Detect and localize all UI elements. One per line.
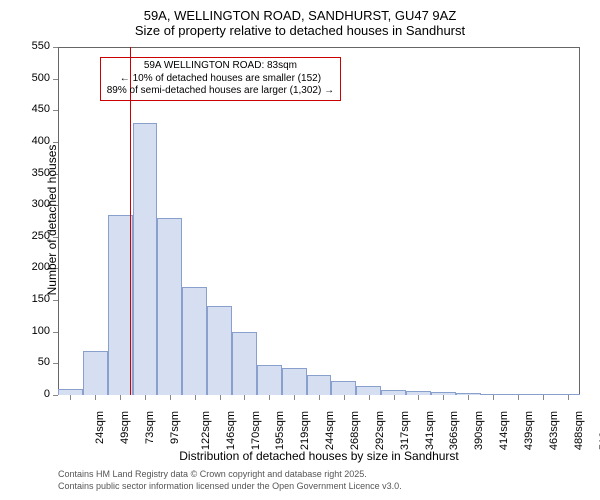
x-tick (170, 395, 171, 400)
x-tick-label: 317sqm (399, 411, 411, 450)
histogram-bar (182, 287, 207, 395)
y-tick-label: 450 (18, 103, 50, 115)
x-tick-label: 146sqm (225, 411, 237, 450)
x-tick (70, 395, 71, 400)
annotation-line: ← 10% of detached houses are smaller (15… (107, 73, 334, 86)
y-tick (53, 332, 58, 333)
y-tick (53, 79, 58, 80)
x-tick (369, 395, 370, 400)
axis-line-right (579, 47, 580, 395)
x-tick (543, 395, 544, 400)
x-tick-label: 73sqm (144, 411, 156, 444)
y-tick-label: 100 (18, 325, 50, 337)
x-tick (493, 395, 494, 400)
chart-container: 59A, WELLINGTON ROAD, SANDHURST, GU47 9A… (0, 0, 600, 500)
y-tick (53, 300, 58, 301)
chart-title-main: 59A, WELLINGTON ROAD, SANDHURST, GU47 9A… (0, 8, 600, 23)
x-tick (220, 395, 221, 400)
histogram-bar (207, 306, 232, 395)
x-tick (294, 395, 295, 400)
x-tick-label: 414sqm (498, 411, 510, 450)
y-axis-label: Number of detached houses (45, 140, 59, 300)
histogram-bar (157, 218, 182, 395)
y-tick (53, 110, 58, 111)
annotation-box: 59A WELLINGTON ROAD: 83sqm← 10% of detac… (100, 57, 341, 101)
x-tick-label: 268sqm (349, 411, 361, 450)
x-tick (344, 395, 345, 400)
y-tick-label: 500 (18, 72, 50, 84)
x-tick-label: 195sqm (275, 411, 287, 450)
x-tick-label: 463sqm (548, 411, 560, 450)
x-axis-label: Distribution of detached houses by size … (58, 449, 580, 463)
x-tick (319, 395, 320, 400)
x-tick-label: 24sqm (94, 411, 106, 444)
annotation-line: 89% of semi-detached houses are larger (… (107, 85, 334, 98)
x-tick-label: 49sqm (119, 411, 131, 444)
x-tick-label: 341sqm (424, 411, 436, 450)
y-tick-label: 550 (18, 40, 50, 52)
x-tick (518, 395, 519, 400)
x-tick (269, 395, 270, 400)
x-tick-label: 390sqm (473, 411, 485, 450)
plot-area: 05010015020025030035040045050055024sqm49… (58, 47, 580, 395)
x-tick-label: 244sqm (324, 411, 336, 450)
histogram-bar (307, 375, 332, 395)
x-tick (443, 395, 444, 400)
x-tick-label: 292sqm (374, 411, 386, 450)
y-tick-label: 50 (18, 356, 50, 368)
x-tick-label: 488sqm (573, 411, 585, 450)
x-tick (418, 395, 419, 400)
y-tick (53, 363, 58, 364)
x-tick-label: 439sqm (523, 411, 535, 450)
x-tick (394, 395, 395, 400)
x-tick (95, 395, 96, 400)
footer-note: Contains HM Land Registry data © Crown c… (58, 469, 402, 492)
y-tick (53, 395, 58, 396)
x-tick (120, 395, 121, 400)
histogram-bar (331, 381, 356, 395)
x-tick (244, 395, 245, 400)
x-tick-label: 366sqm (449, 411, 461, 450)
histogram-bar (83, 351, 108, 395)
x-tick (195, 395, 196, 400)
histogram-bar (257, 365, 282, 395)
x-tick-label: 219sqm (299, 411, 311, 450)
y-tick (53, 47, 58, 48)
annotation-line: 59A WELLINGTON ROAD: 83sqm (107, 60, 334, 73)
x-tick (145, 395, 146, 400)
x-tick (468, 395, 469, 400)
x-tick-label: 122sqm (200, 411, 212, 450)
axis-line-top (58, 47, 580, 48)
x-tick (568, 395, 569, 400)
footer-line-1: Contains HM Land Registry data © Crown c… (58, 469, 402, 481)
histogram-bar (133, 123, 158, 395)
histogram-bar (356, 386, 381, 395)
histogram-bar (282, 368, 307, 395)
title-block: 59A, WELLINGTON ROAD, SANDHURST, GU47 9A… (0, 8, 600, 38)
footer-line-2: Contains public sector information licen… (58, 481, 402, 493)
x-tick-label: 97sqm (169, 411, 181, 444)
chart-title-sub: Size of property relative to detached ho… (0, 23, 600, 38)
histogram-bar (232, 332, 257, 395)
y-tick-label: 0 (18, 388, 50, 400)
x-tick-label: 170sqm (250, 411, 262, 450)
